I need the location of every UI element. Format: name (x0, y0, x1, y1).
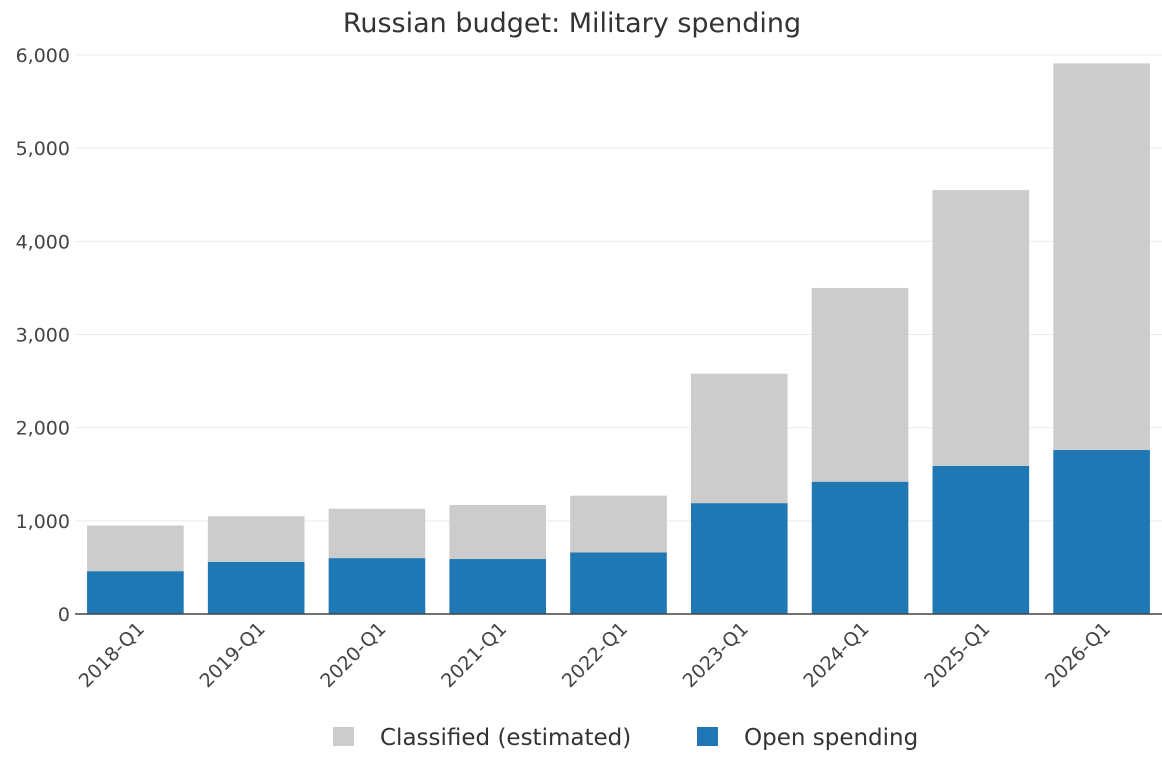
bar-open-spending-2021-q1 (449, 559, 547, 614)
bar-classified-estimated-2019-q1 (207, 516, 305, 562)
legend-swatch (697, 727, 718, 746)
bar-open-spending-2022-q1 (570, 552, 667, 614)
x-tick-label: 2023-Q1 (679, 618, 753, 692)
legend-label: Classified (estimated) (380, 725, 631, 751)
bar-classified-estimated-2026-q1 (1053, 63, 1150, 451)
x-tick-label: 2021-Q1 (437, 618, 511, 692)
x-tick-label: 2020-Q1 (316, 618, 390, 692)
y-tick-label: 3,000 (16, 325, 70, 347)
bar-open-spending-2025-q1 (932, 465, 1030, 614)
bar-classified-estimated-2025-q1 (932, 190, 1030, 466)
x-tick-label: 2025-Q1 (920, 618, 994, 692)
legend: Classified (estimated) Open spending (333, 725, 918, 751)
y-axis-ticks: 0 1,000 2,000 3,000 4,000 5,000 6,000 (16, 45, 70, 626)
y-tick-label: 6,000 (16, 45, 70, 67)
chart-title: Russian budget: Military spending (343, 8, 801, 39)
bar-classified-estimated-2024-q1 (811, 287, 909, 482)
x-tick-label: 2022-Q1 (558, 618, 632, 692)
x-tick-label: 2024-Q1 (799, 618, 873, 692)
y-tick-label: 1,000 (16, 511, 70, 533)
bar-classified-estimated-2018-q1 (87, 525, 184, 572)
y-tick-label: 4,000 (16, 231, 70, 253)
legend-swatch (333, 727, 354, 746)
bar-classified-estimated-2020-q1 (328, 508, 426, 559)
x-tick-label: 2019-Q1 (195, 618, 269, 692)
x-tick-label: 2018-Q1 (75, 618, 149, 692)
y-tick-label: 0 (58, 604, 70, 626)
bar-open-spending-2023-q1 (690, 503, 788, 614)
y-tick-label: 5,000 (16, 138, 70, 160)
bar-open-spending-2018-q1 (87, 571, 184, 614)
bar-classified-estimated-2022-q1 (570, 495, 667, 553)
bar-open-spending-2024-q1 (811, 481, 909, 614)
bar-classified-estimated-2021-q1 (449, 504, 547, 560)
legend-label: Open spending (744, 725, 918, 751)
y-tick-label: 2,000 (16, 418, 70, 440)
bar-open-spending-2020-q1 (328, 558, 426, 614)
bar-open-spending-2019-q1 (207, 561, 305, 614)
bar-open-spending-2026-q1 (1053, 450, 1150, 614)
x-tick-label: 2026-Q1 (1041, 618, 1115, 692)
bar-classified-estimated-2023-q1 (690, 373, 788, 504)
x-axis-ticks: 2018-Q1 2019-Q1 2020-Q1 2021-Q1 2022-Q1 2023-… (75, 618, 1115, 692)
bars (87, 63, 1150, 614)
